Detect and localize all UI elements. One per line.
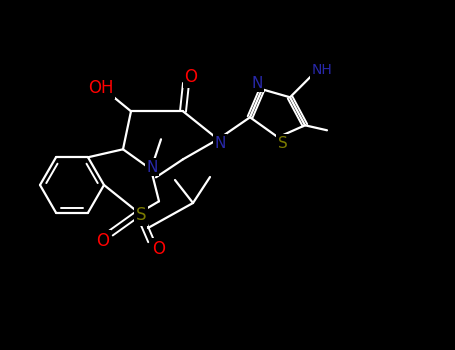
Text: N: N: [251, 76, 263, 91]
Text: N: N: [214, 136, 226, 151]
Text: O: O: [152, 240, 166, 258]
Text: NH: NH: [312, 63, 332, 77]
Text: OH: OH: [88, 79, 114, 97]
Text: S: S: [278, 136, 288, 151]
Text: O: O: [96, 232, 110, 250]
Text: S: S: [136, 206, 146, 224]
Text: N: N: [147, 160, 158, 175]
Text: O: O: [184, 68, 197, 86]
